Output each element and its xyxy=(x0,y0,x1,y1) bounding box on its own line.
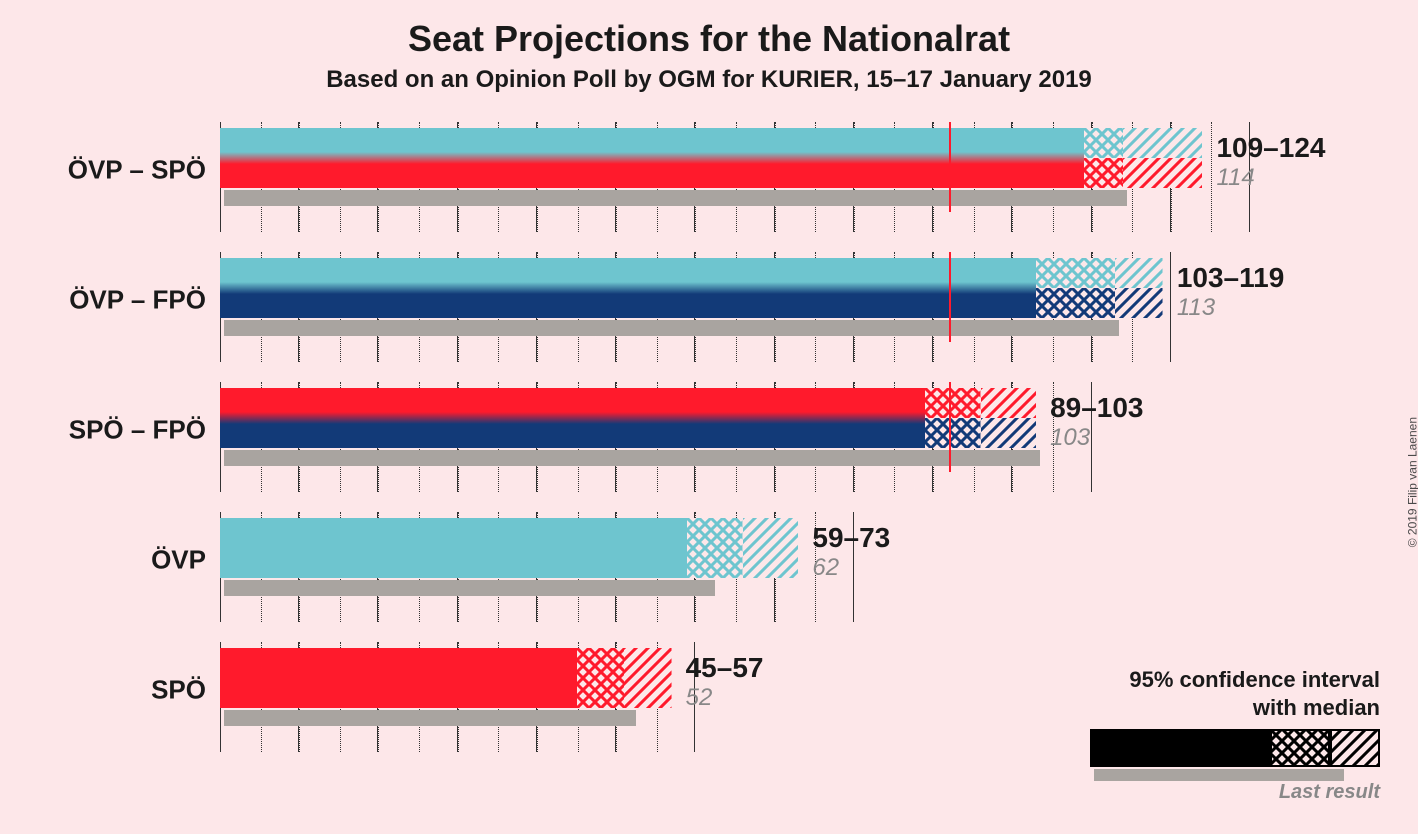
chart-row: ÖVP – FPÖ103–119113 xyxy=(220,258,1250,342)
value-last: 52 xyxy=(686,684,713,712)
chart-row: SPÖ – FPÖ89–103103 xyxy=(220,388,1250,472)
row-label: ÖVP xyxy=(151,545,206,576)
projection-bar-solid xyxy=(220,258,1036,318)
chart-subtitle: Based on an Opinion Poll by OGM for KURI… xyxy=(0,66,1418,94)
value-last: 113 xyxy=(1177,294,1215,322)
row-label: ÖVP – SPÖ xyxy=(68,155,206,186)
last-result-bar xyxy=(224,580,715,596)
projection-bar-solid xyxy=(220,388,925,448)
value-range: 59–73 xyxy=(812,522,890,554)
chart-title: Seat Projections for the Nationalrat xyxy=(0,0,1418,60)
ci-lower-segment xyxy=(687,518,742,578)
majority-threshold-line xyxy=(949,382,951,472)
ci-lower-segment xyxy=(925,388,980,448)
legend-diag-segment xyxy=(1330,729,1380,767)
last-result-bar xyxy=(224,710,636,726)
ci-lower-segment xyxy=(577,648,625,708)
ci-lower-segment xyxy=(1084,128,1124,188)
row-label: SPÖ xyxy=(151,675,206,706)
ci-upper-segment xyxy=(1115,258,1163,318)
ci-upper-segment xyxy=(981,388,1036,448)
majority-threshold-line xyxy=(949,122,951,212)
legend: 95% confidence interval with median Last… xyxy=(1090,666,1380,804)
projection-bar-solid xyxy=(220,518,687,578)
value-last: 103 xyxy=(1050,424,1090,452)
legend-shadow-bar xyxy=(1094,769,1344,781)
legend-crosshatch-segment xyxy=(1270,729,1330,767)
value-range: 89–103 xyxy=(1050,392,1143,424)
last-result-bar xyxy=(224,190,1127,206)
legend-solid-segment xyxy=(1090,729,1270,767)
projection-bar-solid xyxy=(220,648,577,708)
last-result-bar xyxy=(224,320,1119,336)
legend-bar xyxy=(1090,729,1380,781)
value-last: 62 xyxy=(812,554,839,582)
chart-row: ÖVP59–7362 xyxy=(220,518,1250,602)
copyright-text: © 2019 Filip van Laenen xyxy=(1405,417,1418,547)
last-result-bar xyxy=(224,450,1040,466)
legend-line1: 95% confidence interval xyxy=(1129,667,1380,692)
legend-label: 95% confidence interval with median xyxy=(1090,666,1380,721)
majority-threshold-line xyxy=(949,252,951,342)
value-last: 114 xyxy=(1216,164,1254,192)
ci-upper-segment xyxy=(1123,128,1202,188)
value-range: 103–119 xyxy=(1177,262,1284,294)
value-range: 45–57 xyxy=(686,652,764,684)
row-label: SPÖ – FPÖ xyxy=(69,415,206,446)
row-label: ÖVP – FPÖ xyxy=(69,285,206,316)
ci-lower-segment xyxy=(1036,258,1115,318)
legend-line2: with median xyxy=(1253,695,1380,720)
chart-row: ÖVP – SPÖ109–124114 xyxy=(220,128,1250,212)
ci-upper-segment xyxy=(743,518,798,578)
value-range: 109–124 xyxy=(1216,132,1325,164)
legend-last-result: Last result xyxy=(1090,781,1380,804)
projection-bar-solid xyxy=(220,128,1084,188)
ci-upper-segment xyxy=(624,648,672,708)
